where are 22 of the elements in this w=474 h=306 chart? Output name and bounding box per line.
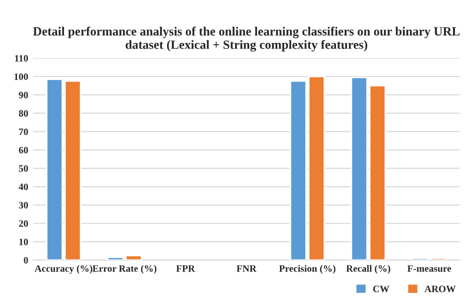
y-tick-label: 110 xyxy=(15,55,28,62)
legend-label: AROW xyxy=(424,286,456,292)
y-tick-label: 50 xyxy=(18,165,28,172)
y-tick-label: 90 xyxy=(18,92,28,98)
y-tick-label: 30 xyxy=(18,202,28,208)
y-tick-label: 10 xyxy=(19,238,28,246)
x-tick-label: Precision (%) xyxy=(279,264,336,274)
y-tick-label: 0 xyxy=(24,257,28,264)
x-tick-label: Recall (%) xyxy=(346,264,390,274)
x-tick-label: FNR xyxy=(236,265,257,272)
y-tick-label: 80 xyxy=(18,110,28,117)
legend-label: CW xyxy=(373,286,390,292)
chart-title: Detail performance analysis of the online learning classifiers on our binary URL dataset (Lexical + String complexity features) xyxy=(33,26,460,52)
y-tick-label: 100 xyxy=(14,73,28,80)
x-tick-label: FPR xyxy=(176,265,196,272)
y-tick-label: 60 xyxy=(18,146,28,154)
y-tick-label: 70 xyxy=(19,128,28,136)
x-tick-label: Error Rate (%) xyxy=(92,264,156,274)
x-tick-label: Accuracy (%) xyxy=(34,264,92,274)
y-tick-label: 40 xyxy=(18,184,28,190)
x-tick-label: F-measure xyxy=(407,265,452,272)
y-tick-label: 20 xyxy=(19,220,28,227)
